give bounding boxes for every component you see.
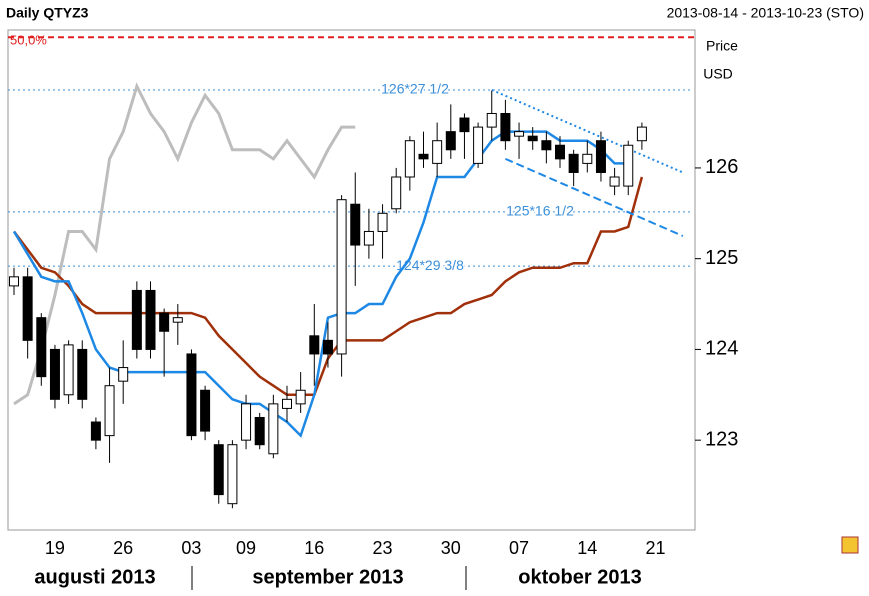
month-label: september 2013 [252,566,403,588]
x-tick-label: 26 [113,538,133,558]
candle-body [77,348,88,400]
x-tick-label: 21 [646,538,666,558]
candle-body [268,403,279,455]
chart-title: Daily QTYZ3 [6,5,89,21]
candle-body [159,312,170,332]
x-tick-label: 14 [577,538,597,558]
candle-body [322,339,333,355]
candle-body [404,140,415,178]
y-axis-label: Price [706,38,738,54]
candle-body [623,144,634,187]
candle-body [377,212,388,232]
y-axis-unit: USD [703,66,733,82]
x-tick-label: 19 [45,538,65,558]
y-tick-label: 125 [705,247,738,269]
y-tick-label: 126 [705,156,738,178]
x-tick-label: 30 [441,538,461,558]
x-tick-label: 16 [304,538,324,558]
date-range: 2013-08-14 - 2013-10-23 (STO) [667,5,864,21]
candle-body [282,398,292,409]
candle-body [241,403,252,441]
candle-body [541,140,552,151]
candle-body [213,444,224,496]
candle-body [118,367,129,382]
y-tick-label: 124 [705,338,738,360]
candle-body [104,385,115,437]
indicator-line [13,82,356,406]
x-tick-label: 23 [373,538,393,558]
trend-line [505,157,684,237]
candle-body [500,112,511,142]
candle-body [309,335,320,355]
candle-body [254,416,265,446]
tool-icon[interactable] [841,536,859,554]
candle-body [145,289,156,350]
candle-body [363,230,374,246]
indicator-line [12,130,629,438]
candle-body [568,153,579,173]
y-tick-label: 123 [705,428,738,450]
candle-body [36,317,47,378]
level-label: 125*16 1/2 [506,203,574,219]
candle-body [445,131,456,151]
candle-body [418,153,429,160]
candle-body [391,176,402,210]
icon-box[interactable] [841,536,859,554]
candle-body [582,153,593,164]
candle-body [131,289,142,350]
candle-body [295,389,306,405]
level-label: 124*29 3/8 [396,257,464,273]
candle-body [527,135,538,142]
level-label: 126*27 1/2 [381,81,449,97]
candle-body [22,276,33,341]
candle-body [555,144,565,160]
candle-body [200,389,211,432]
candle-body [227,444,238,505]
candle-body [636,126,647,142]
month-label: augusti 2013 [34,566,155,588]
candle-body [514,131,525,137]
month-label: oktober 2013 [518,566,641,588]
candle-body [486,112,497,128]
x-tick-label: 07 [509,538,529,558]
fib-label: 50,0% [10,33,47,48]
candle-body [336,199,347,355]
candle-body [595,140,606,173]
plot-frame [7,29,696,531]
candle-body [609,176,620,187]
candle-body [186,353,197,437]
x-tick-label: 03 [181,538,201,558]
candle-body [473,126,484,164]
candle-body [90,421,101,441]
candle-body [172,317,183,323]
candle-body [459,117,470,133]
candle-body [350,203,361,246]
candle-body [49,348,60,400]
x-tick-label: 09 [236,538,256,558]
candle-body [432,140,443,164]
candle-body [9,276,19,287]
candle-body [63,344,74,396]
